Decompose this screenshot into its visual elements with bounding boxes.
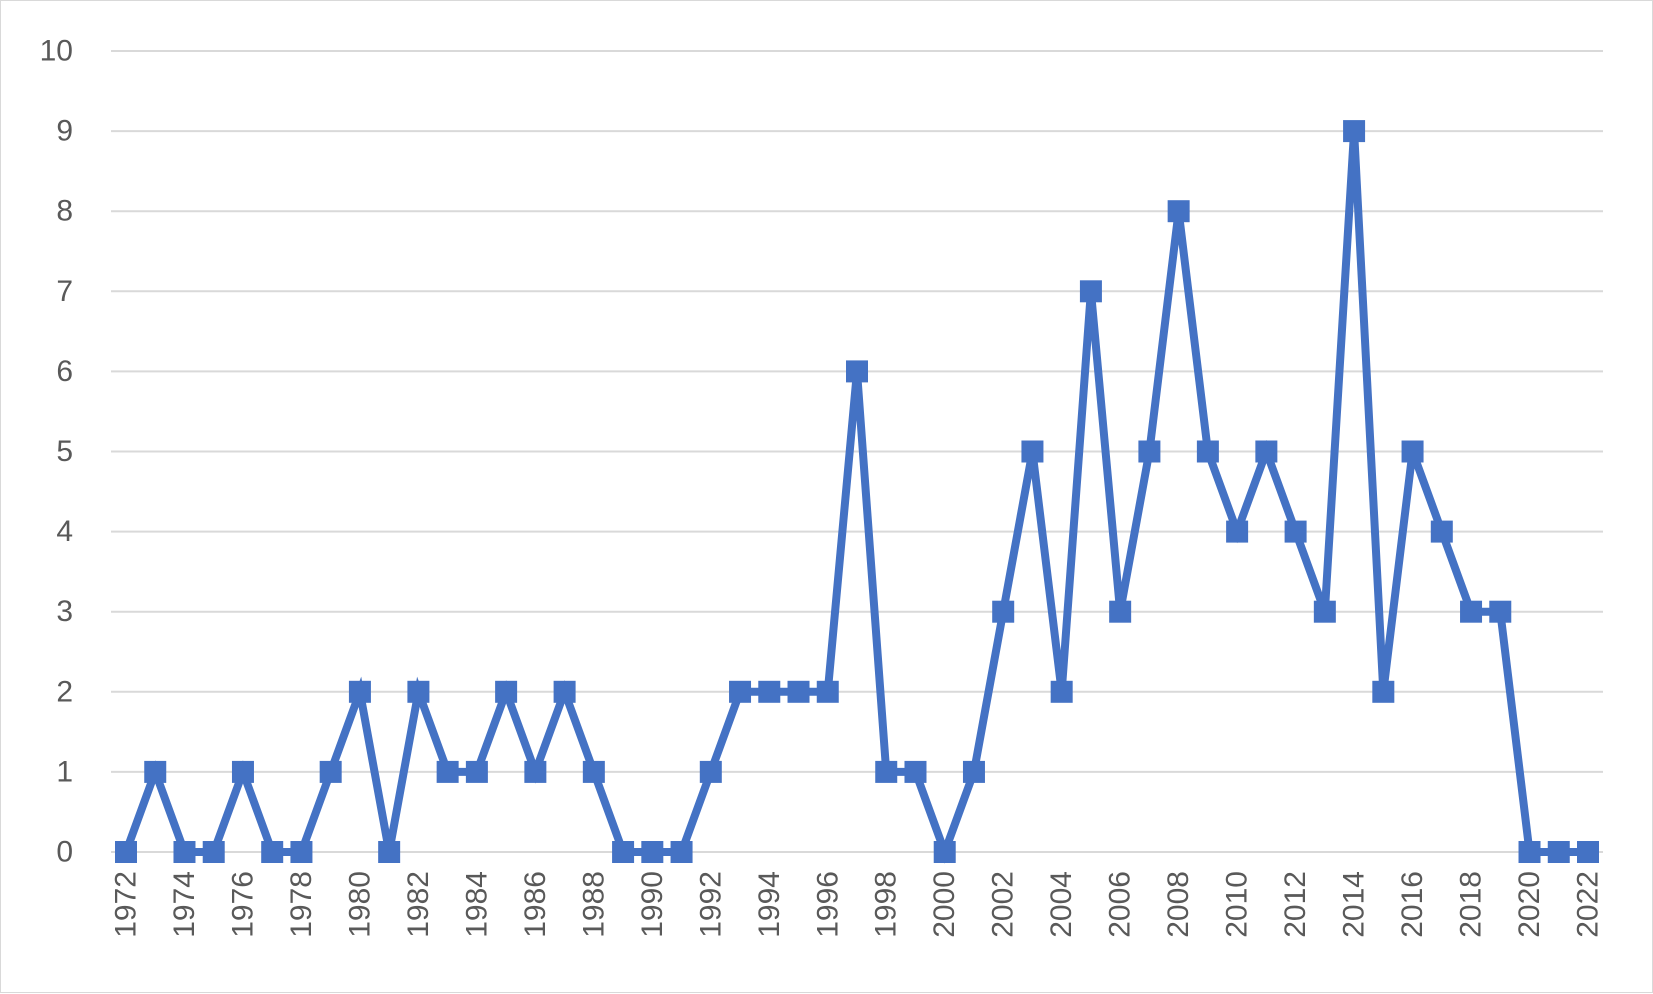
data-point-marker <box>992 600 1015 623</box>
x-tick-label: 2006 <box>1104 871 1137 938</box>
x-tick-label: 2002 <box>987 871 1020 938</box>
data-point-marker <box>1372 680 1395 703</box>
x-tick-label: 2016 <box>1396 871 1429 938</box>
data-point-marker <box>1284 520 1307 543</box>
gridlines <box>111 50 1603 853</box>
data-point-marker <box>1109 600 1132 623</box>
x-tick-label: 1976 <box>226 871 259 938</box>
data-point-marker <box>612 841 635 863</box>
y-tick-label: 1 <box>56 755 73 788</box>
data-point-marker <box>115 841 137 863</box>
y-tick-label: 6 <box>56 355 73 388</box>
data-point-marker <box>436 760 459 783</box>
data-point-marker <box>261 841 284 863</box>
data-point-marker <box>846 360 868 383</box>
x-tick-label: 1978 <box>285 871 318 938</box>
data-point-marker <box>348 680 371 703</box>
data-point-marker <box>407 680 430 703</box>
data-point-marker <box>1050 680 1073 703</box>
data-point-marker <box>1489 600 1512 623</box>
x-tick-label: 2010 <box>1221 871 1254 938</box>
data-point-marker <box>1079 280 1102 303</box>
x-tick-label: 2000 <box>928 871 961 938</box>
y-tick-label: 7 <box>56 275 73 308</box>
x-tick-label: 1994 <box>753 871 786 938</box>
data-point-marker <box>758 680 781 703</box>
x-tick-label: 2012 <box>1279 871 1312 938</box>
data-point-marker <box>1343 120 1366 143</box>
data-point-marker <box>1547 841 1570 863</box>
x-tick-label: 2004 <box>1045 871 1078 938</box>
x-tick-label: 2020 <box>1513 871 1546 938</box>
data-point-marker <box>1401 440 1424 463</box>
data-point-marker <box>524 760 547 783</box>
x-tick-label: 1996 <box>811 871 844 938</box>
data-point-marker <box>144 760 167 783</box>
y-tick-label: 5 <box>56 435 73 468</box>
data-point-marker <box>1167 200 1190 223</box>
data-point-marker <box>553 680 576 703</box>
data-point-marker <box>699 760 722 783</box>
x-tick-label: 2014 <box>1338 871 1371 938</box>
data-point-marker <box>1021 440 1044 463</box>
series <box>115 120 1599 864</box>
data-point-marker <box>582 760 605 783</box>
data-point-marker <box>729 680 752 703</box>
x-tick-label: 1982 <box>402 871 435 938</box>
data-point-marker <box>1577 841 1599 863</box>
data-point-marker <box>1313 600 1336 623</box>
y-axis: 0 1 2 3 4 5 6 7 8 9 10 <box>40 35 73 869</box>
x-tick-label: 1974 <box>168 871 201 938</box>
y-tick-label: 8 <box>56 195 73 228</box>
data-point-marker <box>465 760 488 783</box>
data-point-marker <box>787 680 810 703</box>
data-point-marker <box>933 841 956 863</box>
data-point-marker <box>816 680 839 703</box>
y-tick-label: 9 <box>56 115 73 148</box>
data-point-marker <box>875 760 898 783</box>
data-point-marker <box>1226 520 1249 543</box>
data-point-marker <box>1196 440 1219 463</box>
x-tick-label: 1984 <box>460 871 493 938</box>
y-tick-label: 2 <box>56 675 73 708</box>
x-tick-label: 1986 <box>519 871 552 938</box>
x-tick-label: 1992 <box>694 871 727 938</box>
x-tick-label: 1998 <box>870 871 903 938</box>
data-point-marker <box>319 760 342 783</box>
y-tick-label: 0 <box>56 836 73 869</box>
data-point-marker <box>202 841 225 863</box>
data-point-marker <box>1138 440 1161 463</box>
data-point-marker <box>173 841 196 863</box>
data-point-marker <box>290 841 313 863</box>
data-point-marker <box>231 760 254 783</box>
data-point-marker <box>904 760 927 783</box>
x-tick-label: 1988 <box>577 871 610 938</box>
data-point-marker <box>495 680 518 703</box>
data-point-marker <box>378 841 401 863</box>
data-point-marker <box>962 760 985 783</box>
y-tick-label: 3 <box>56 595 73 628</box>
y-tick-label: 10 <box>40 35 73 68</box>
data-point-marker <box>1430 520 1453 543</box>
data-point-marker <box>1518 841 1541 863</box>
y-tick-label: 4 <box>56 515 73 548</box>
x-tick-label: 1980 <box>343 871 376 938</box>
data-point-marker <box>670 841 693 863</box>
x-tick-label: 1972 <box>110 871 143 938</box>
data-point-marker <box>1255 440 1278 463</box>
x-tick-label: 1990 <box>636 871 669 938</box>
x-tick-label: 2008 <box>1162 871 1195 938</box>
x-tick-label: 2018 <box>1455 871 1488 938</box>
x-tick-label: 2022 <box>1572 871 1605 938</box>
x-axis: 1972 1974 1976 1978 1980 1982 1984 1986 1988 1990… <box>110 871 1605 938</box>
data-point-marker <box>641 841 664 863</box>
series-line <box>122 130 1588 864</box>
data-point-marker <box>1460 600 1483 623</box>
